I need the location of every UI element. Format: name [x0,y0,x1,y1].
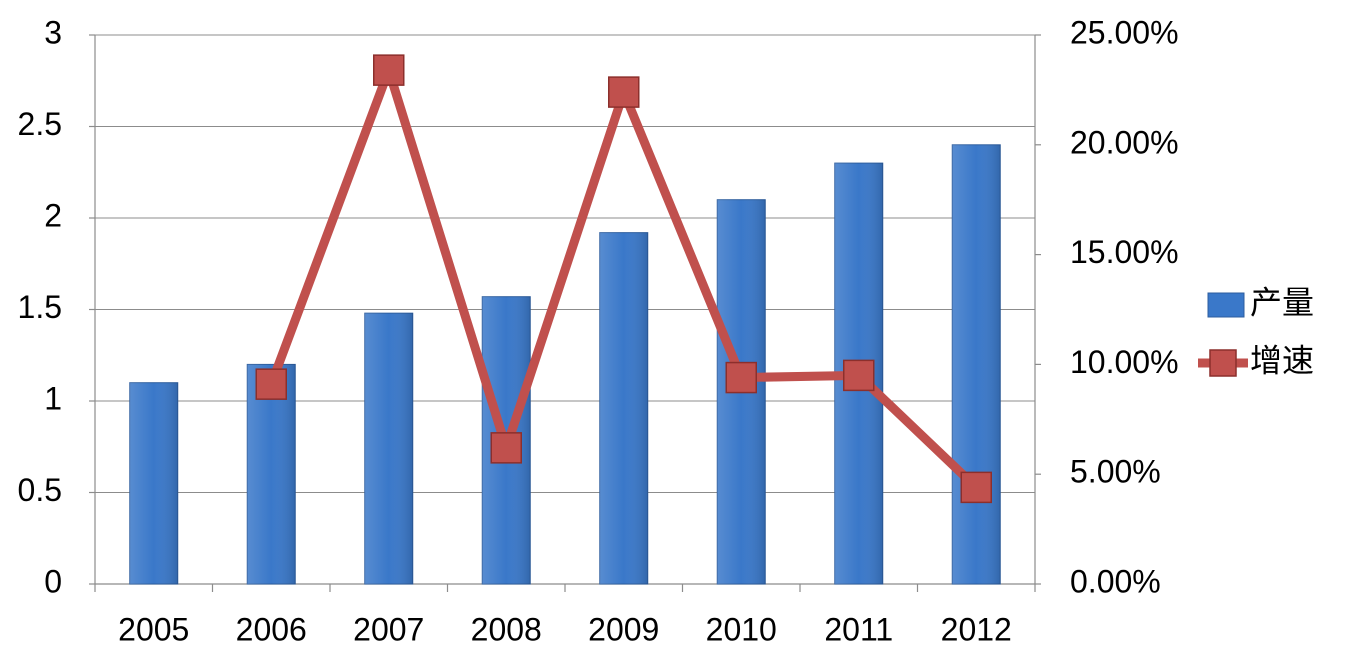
y2-tick-label: 15.00% [1070,234,1179,270]
bar-shade [129,382,178,584]
y2-tick-label: 5.00% [1070,454,1161,490]
line-marker [843,359,875,392]
legend-swatch [1209,349,1237,377]
bar-shade [247,364,296,584]
line-marker [490,432,522,464]
y-tick-label: 1 [44,380,62,416]
y2-tick-label: 20.00% [1070,124,1179,160]
line-marker [725,361,757,394]
y-tick-label: 0.5 [18,472,62,508]
y-tick-label: 2.5 [18,106,62,142]
y2-tick-label: 10.00% [1070,344,1179,380]
x-tick-label: 2008 [471,611,542,647]
y-tick-label: 3 [44,14,62,50]
y2-tick-label: 25.00% [1070,14,1179,50]
y-tick-label: 2 [44,197,62,233]
x-tick-label: 2007 [353,611,424,647]
line-marker [255,368,287,400]
bar-shade [599,232,648,584]
x-tick-label: 2011 [824,611,893,647]
y-tick-label: 0 [44,563,62,599]
x-tick-label: 2009 [588,611,659,647]
x-tick-label: 2006 [236,611,307,647]
bar-shade [952,144,1001,585]
line-marker [373,54,405,86]
y-tick-label: 1.5 [18,289,62,325]
x-tick-label: 2012 [941,611,1012,647]
legend-swatch [1207,292,1245,318]
legend-label: 产量 [1250,284,1314,320]
x-tick-label: 2010 [706,611,777,647]
x-tick-label: 2005 [118,611,189,647]
line-marker [608,76,640,108]
legend-label: 增速 [1250,342,1314,378]
bar-shade [364,313,413,584]
y2-tick-label: 0.00% [1070,563,1161,599]
line-marker [960,471,992,504]
